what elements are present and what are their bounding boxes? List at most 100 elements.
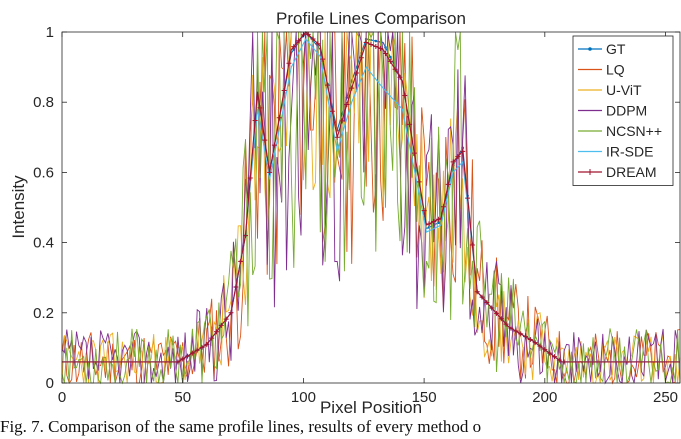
data-marker — [374, 39, 378, 43]
data-marker — [523, 334, 528, 340]
data-marker — [185, 353, 191, 359]
data-marker — [334, 134, 340, 140]
data-marker — [518, 331, 524, 337]
y-tick-label: 0.6 — [33, 164, 54, 181]
data-marker — [431, 219, 437, 225]
data-marker — [436, 216, 442, 222]
data-marker — [382, 50, 388, 56]
y-tick-label: 0 — [46, 375, 54, 392]
legend-label: DDPM — [606, 103, 647, 119]
x-tick-label: 250 — [653, 389, 678, 406]
data-marker — [257, 105, 263, 111]
data-marker — [214, 329, 219, 335]
data-marker — [228, 310, 234, 316]
data-marker — [484, 300, 490, 306]
legend-label: U-ViT — [606, 82, 642, 98]
data-marker — [223, 316, 229, 322]
data-marker — [455, 154, 461, 160]
data-marker — [339, 118, 345, 124]
data-marker — [440, 204, 446, 210]
data-marker — [532, 340, 538, 346]
data-marker — [209, 335, 215, 341]
data-marker — [358, 55, 364, 61]
y-tick-label: 0.8 — [33, 94, 54, 111]
data-marker — [437, 221, 440, 225]
data-marker — [315, 41, 321, 47]
data-marker — [508, 325, 514, 331]
data-marker — [397, 74, 403, 80]
data-marker — [426, 221, 432, 227]
data-marker — [218, 322, 224, 328]
data-marker — [378, 46, 384, 52]
data-marker — [247, 175, 253, 181]
data-marker — [387, 58, 393, 64]
y-tick-label: 0.4 — [33, 235, 54, 252]
data-marker — [252, 117, 258, 123]
data-marker — [469, 242, 475, 248]
data-marker — [416, 179, 422, 185]
data-marker — [233, 284, 239, 290]
data-marker — [189, 350, 195, 356]
data-marker — [267, 169, 273, 175]
data-marker — [513, 328, 519, 334]
data-marker — [389, 55, 392, 59]
data-marker — [537, 343, 543, 349]
data-marker — [368, 42, 374, 48]
data-marker — [194, 347, 200, 353]
y-tick-label: 0.2 — [33, 305, 54, 322]
legend-marker — [588, 47, 592, 51]
data-marker — [363, 40, 369, 46]
data-marker — [489, 305, 495, 311]
data-marker — [445, 181, 451, 187]
data-marker — [527, 336, 533, 342]
data-marker — [474, 289, 480, 295]
data-marker — [344, 102, 350, 108]
data-marker — [204, 341, 210, 347]
data-marker — [547, 350, 553, 356]
series-line — [61, 31, 681, 385]
data-marker — [242, 233, 248, 239]
profile-chart: 0 50 100 150 200 250 0 0.2 0.4 0.6 0.8 1 Profile Li… — [9, 9, 681, 417]
data-marker — [450, 159, 456, 165]
x-tick-label: 50 — [174, 389, 191, 406]
data-marker — [494, 310, 500, 316]
legend-marker — [587, 169, 593, 175]
x-tick-label: 100 — [291, 389, 316, 406]
data-marker — [199, 344, 205, 350]
data-marker — [542, 347, 548, 353]
data-marker — [392, 66, 398, 72]
data-marker — [175, 359, 181, 365]
data-marker — [354, 70, 360, 76]
data-marker — [551, 354, 557, 360]
data-marker — [325, 82, 331, 88]
legend-label: LQ — [606, 62, 625, 78]
data-marker — [271, 142, 277, 148]
axes-layer: 0 50 100 150 200 250 0 0.2 0.4 0.6 0.8 1 — [33, 24, 681, 406]
data-marker — [291, 44, 297, 50]
data-marker — [286, 60, 292, 66]
data-marker — [460, 148, 466, 154]
data-marker — [262, 137, 268, 143]
data-marker — [329, 108, 335, 114]
y-tick-label: 1 — [46, 24, 54, 41]
data-marker — [349, 85, 355, 91]
legend: GT LQ U-ViT DDPM NCSN++ IR-SDE DREAM — [572, 35, 674, 186]
data-marker — [556, 357, 562, 363]
data-marker — [305, 31, 311, 37]
data-marker — [465, 195, 471, 201]
x-tick-label: 0 — [58, 389, 66, 406]
data-marker — [407, 121, 413, 127]
legend-label: GT — [606, 41, 626, 57]
data-marker — [180, 356, 186, 362]
legend-label: IR-SDE — [606, 144, 653, 160]
data-marker — [479, 294, 485, 300]
data-marker — [296, 38, 302, 44]
figure-caption: Fig. 7. Comparison of the same profile l… — [0, 417, 482, 436]
x-tick-label: 150 — [412, 389, 437, 406]
data-marker — [498, 316, 504, 322]
data-marker — [310, 36, 316, 42]
axes-box — [61, 31, 681, 384]
data-marker — [402, 93, 408, 99]
data-marker — [373, 44, 379, 50]
data-marker — [561, 359, 567, 365]
